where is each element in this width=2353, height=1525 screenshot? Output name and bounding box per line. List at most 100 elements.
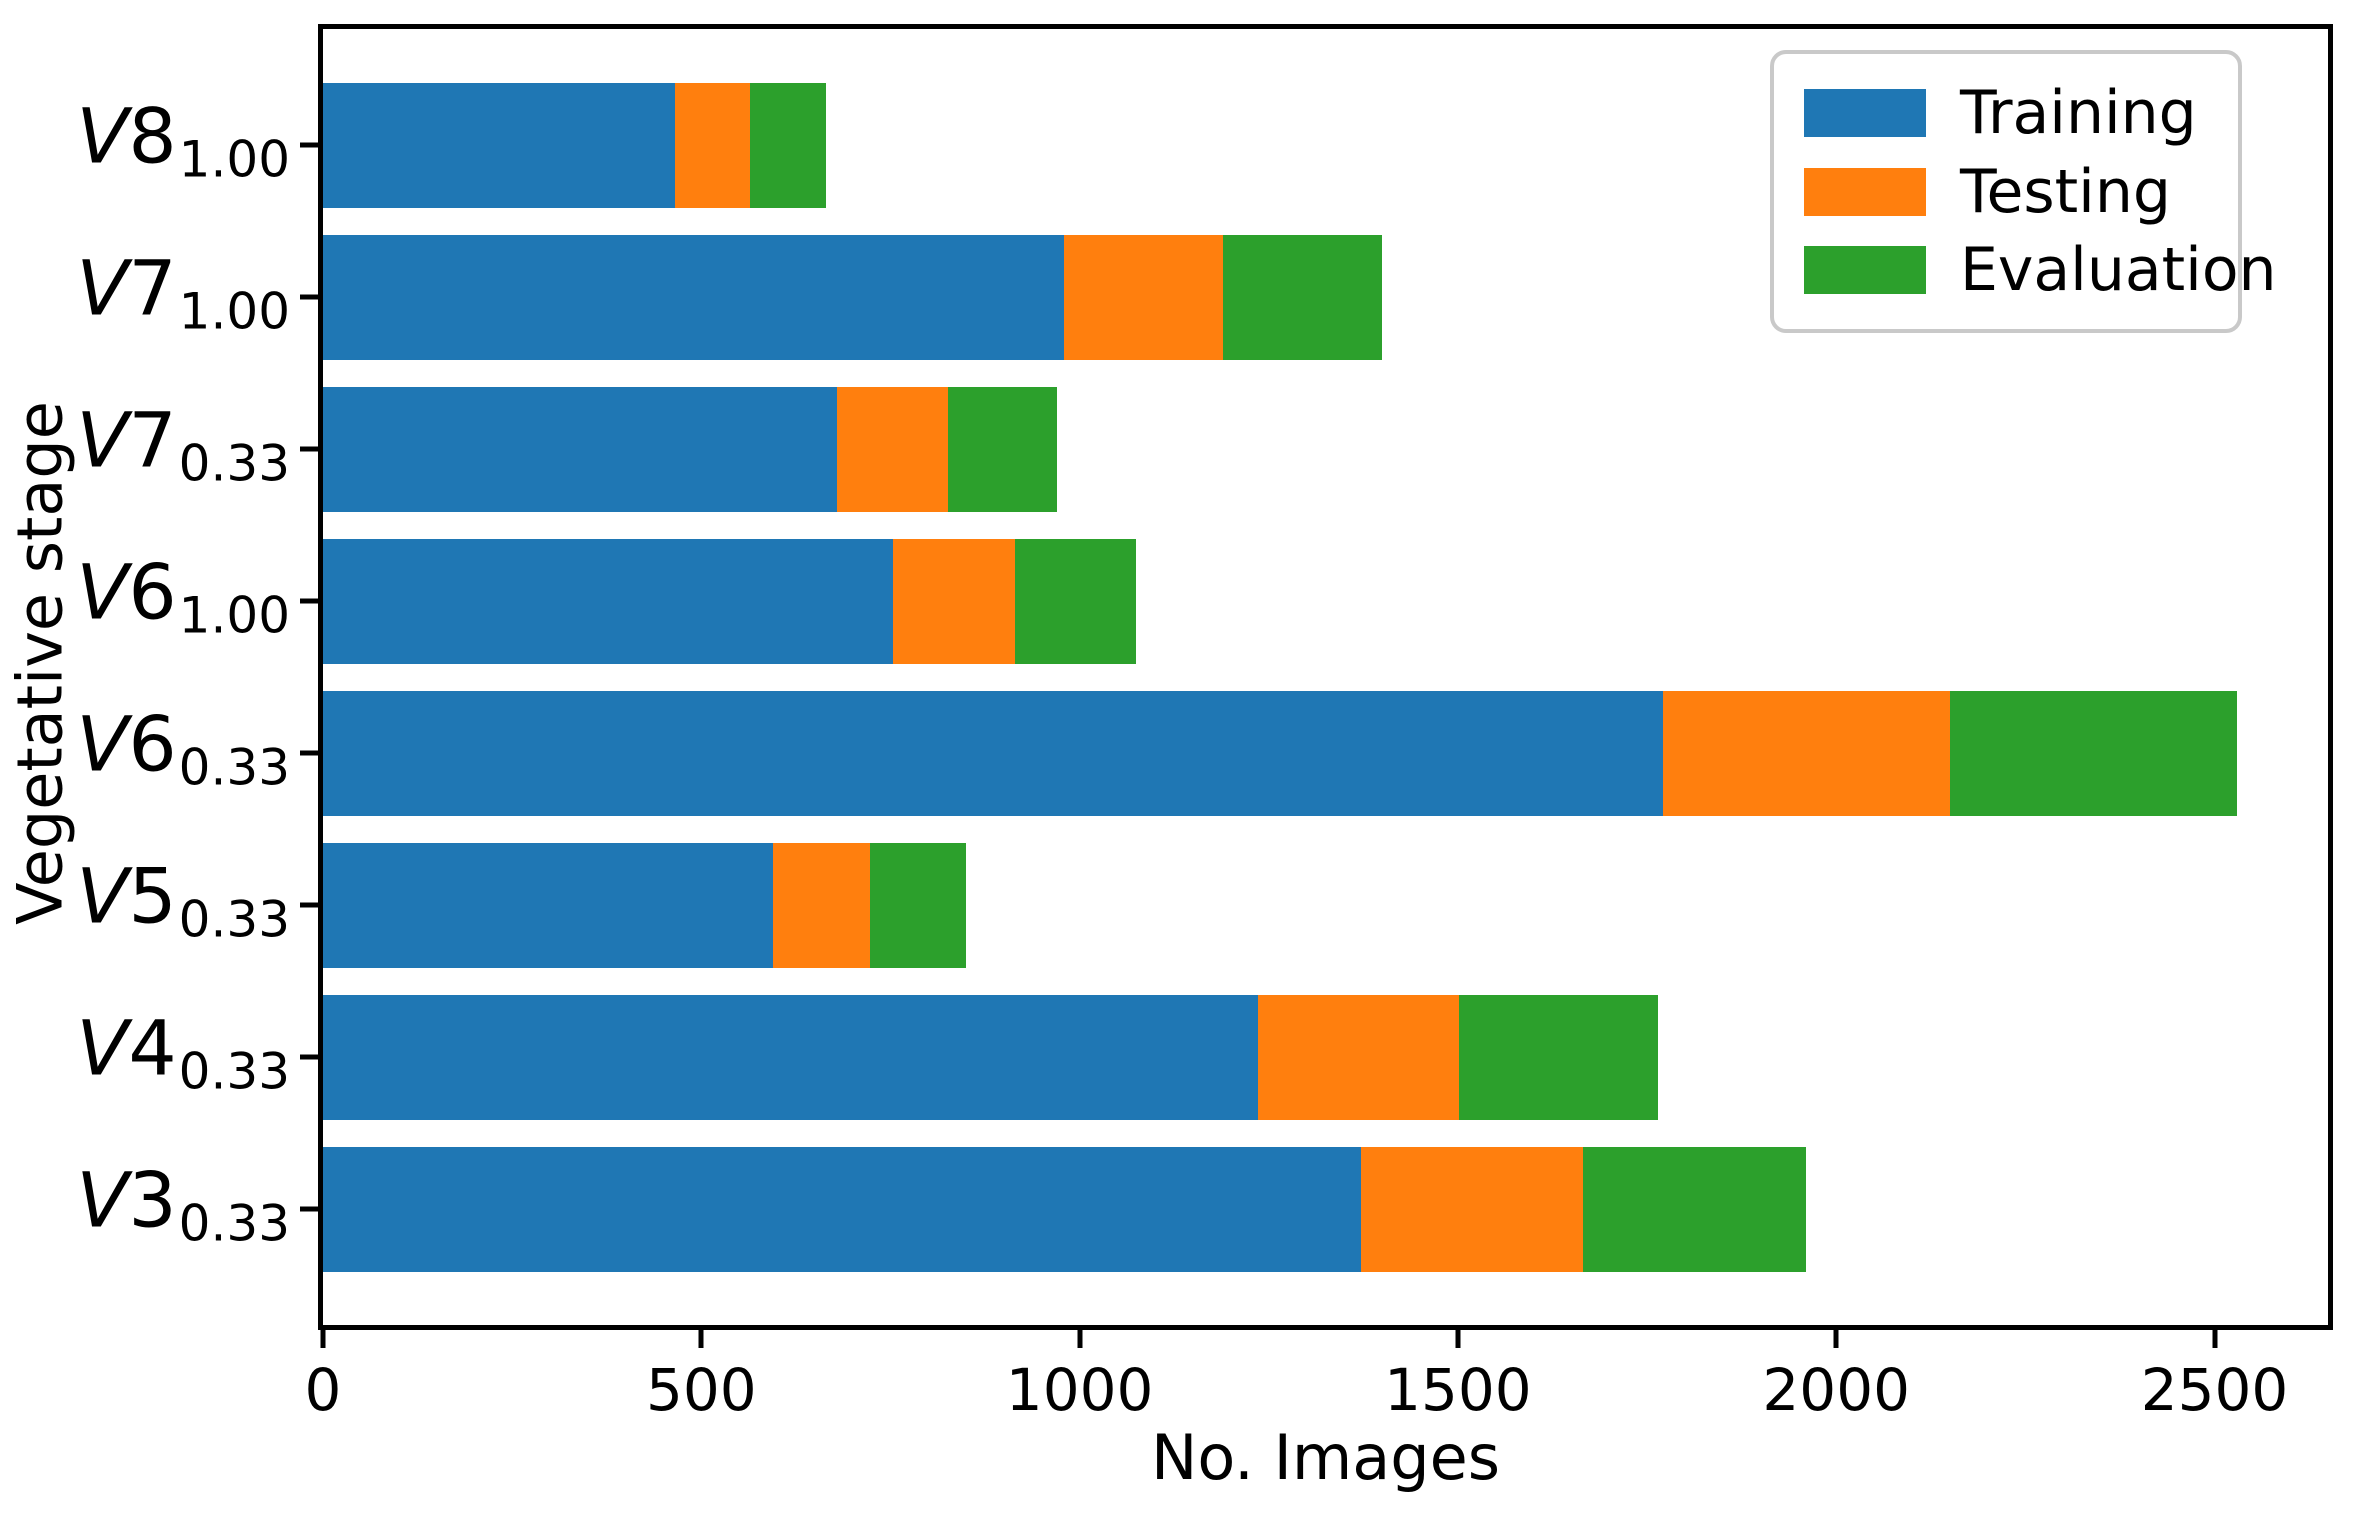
stage-letter: V	[76, 243, 129, 333]
plot-area: Training Testing Evaluation No. Images Veg…	[4, 24, 2333, 1494]
stage-subscript: 1.00	[178, 130, 290, 189]
stage-number: 4	[128, 1003, 177, 1093]
bar-segment-training	[323, 690, 1663, 816]
y-tick-mark	[300, 1054, 318, 1060]
x-tick-label: 500	[645, 1356, 757, 1424]
stage-letter: V	[76, 1155, 129, 1245]
y-tick-label: V70.33	[76, 402, 290, 489]
x-tick-label: 0	[304, 1356, 342, 1424]
stage-subscript: 0.33	[178, 738, 290, 797]
x-tick-mark	[1833, 1330, 1839, 1348]
stage-number: 8	[128, 91, 177, 181]
stacked-bar	[323, 538, 2328, 664]
x-tick-label: 1500	[1384, 1356, 1532, 1424]
stacked-bar	[323, 842, 2328, 968]
legend-label-testing: Testing	[1960, 156, 2171, 227]
legend: Training Testing Evaluation	[1770, 50, 2277, 333]
legend-label-training: Training	[1960, 78, 2197, 148]
legend-label-evaluation: Evaluation	[1960, 235, 2277, 305]
bar-row	[323, 373, 2328, 525]
y-tick-label: V71.00	[76, 250, 290, 337]
stacked-bar	[323, 690, 2328, 816]
y-tick-mark	[300, 902, 318, 908]
stage-subscript: 0.33	[178, 1194, 290, 1253]
y-tick-mark	[300, 598, 318, 604]
bar-segment-testing	[1064, 234, 1224, 360]
bar-segment-evaluation	[1223, 234, 1383, 360]
y-tick-mark	[300, 446, 318, 452]
stage-letter: V	[76, 91, 129, 181]
x-tick-label: 2000	[1762, 1356, 1911, 1424]
stage-letter: V	[76, 699, 129, 789]
bar-row	[323, 1133, 2328, 1285]
legend-item-testing: Testing	[1804, 159, 2208, 225]
bar-segment-evaluation	[1458, 994, 1659, 1120]
stage-number: 5	[128, 851, 177, 941]
bar-segment-training	[323, 538, 893, 664]
bar-segment-evaluation	[1950, 690, 2238, 816]
stage-number: 3	[128, 1155, 177, 1245]
y-tick-label: V30.33	[76, 1162, 290, 1249]
stage-subscript: 0.33	[178, 434, 290, 493]
bar-segment-evaluation	[1014, 538, 1137, 664]
bar-row	[323, 677, 2328, 829]
y-tick-mark	[300, 142, 318, 148]
stage-letter: V	[76, 1003, 129, 1093]
stage-letter: V	[76, 547, 129, 637]
x-tick-label: 2500	[2140, 1356, 2289, 1424]
y-tick-label: V60.33	[76, 706, 290, 793]
stacked-bar	[323, 994, 2328, 1120]
bar-row	[323, 981, 2328, 1133]
bar-segment-evaluation	[750, 82, 827, 208]
bar-segment-testing	[837, 386, 948, 512]
y-tick-label: V40.33	[76, 1010, 290, 1097]
stage-number: 6	[128, 699, 177, 789]
bar-segment-training	[323, 386, 838, 512]
x-tick-mark	[2212, 1330, 2217, 1348]
legend-swatch-testing	[1804, 167, 1926, 216]
bar-segment-testing	[773, 842, 871, 968]
x-axis-title: No. Images	[1150, 1421, 1501, 1494]
legend-swatch-training	[1804, 89, 1926, 137]
y-axis-title: Vegetative stage	[3, 401, 77, 925]
stage-number: 7	[128, 395, 177, 485]
y-tick-label: V81.00	[76, 98, 290, 185]
y-tick-label: V61.00	[76, 554, 290, 641]
x-tick-label: 1000	[1005, 1356, 1154, 1424]
stage-subscript: 1.00	[178, 282, 290, 341]
bar-segment-testing	[1662, 690, 1951, 816]
y-tick-mark	[300, 1206, 318, 1212]
x-tick-mark	[698, 1330, 704, 1348]
bar-segment-training	[323, 994, 1259, 1120]
y-tick-mark	[300, 294, 318, 300]
bar-segment-training	[323, 82, 675, 208]
stage-subscript: 0.33	[178, 890, 290, 949]
stacked-bar	[323, 386, 2328, 512]
bar-segment-training	[323, 234, 1065, 360]
bar-row	[323, 221, 2328, 373]
bar-segment-training	[323, 1146, 1362, 1272]
stacked-bar	[323, 1146, 2328, 1272]
bar-segment-evaluation	[870, 842, 967, 968]
bar-segment-evaluation	[947, 386, 1057, 512]
stage-letter: V	[76, 395, 129, 485]
bar-segment-testing	[1361, 1146, 1584, 1272]
bar-row	[323, 69, 2328, 221]
bar-segment-testing	[674, 82, 751, 208]
bar-row	[323, 829, 2328, 981]
x-tick-mark	[1455, 1330, 1461, 1348]
bar-row	[323, 525, 2328, 677]
x-tick-mark	[1077, 1330, 1083, 1348]
stacked-bar	[323, 82, 2328, 208]
legend-item-training: Training	[1804, 80, 2208, 146]
stage-number: 7	[128, 243, 177, 333]
bar-segment-testing	[1258, 994, 1459, 1120]
stage-subscript: 1.00	[178, 586, 290, 645]
bar-segment-evaluation	[1583, 1146, 1806, 1272]
stage-number: 6	[128, 547, 177, 637]
x-tick-mark	[320, 1330, 326, 1348]
stage-letter: V	[76, 851, 129, 941]
legend-swatch-evaluation	[1804, 246, 1926, 294]
bar-segment-training	[323, 842, 774, 968]
